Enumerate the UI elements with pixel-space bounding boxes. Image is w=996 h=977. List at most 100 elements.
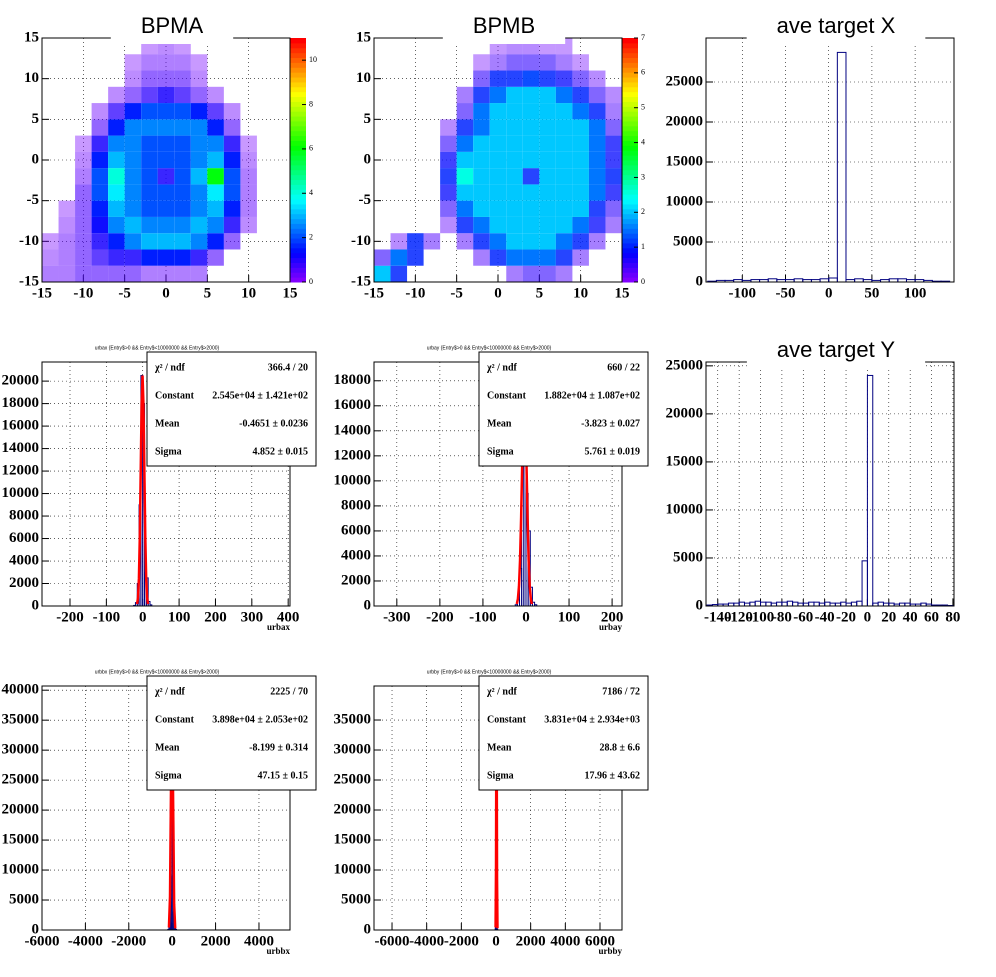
stats-label: Mean [487, 742, 512, 753]
heatmap-cell [407, 249, 424, 265]
colorbar-segment [290, 228, 306, 233]
colorbar-segment [622, 106, 638, 111]
x-tick-label: -100 [469, 609, 497, 625]
colorbar-segment [622, 194, 638, 199]
heatmap-cell [473, 217, 490, 233]
y-tick-label: 10000 [334, 861, 372, 877]
heatmap-cell [158, 54, 175, 70]
x-tick-label: -6000 [375, 933, 410, 949]
heatmap-cell [174, 71, 191, 87]
heatmap-cell [75, 266, 92, 282]
colorbar-segment [622, 145, 638, 150]
heatmap-cell [141, 249, 158, 265]
heatmap-cell [440, 168, 457, 184]
heatmap-cell [506, 217, 523, 233]
heatmap-cell [605, 103, 622, 119]
stats-label: Sigma [155, 770, 182, 781]
heatmap-cell [556, 217, 573, 233]
stats-value: -0.4651 ± 0.0236 [239, 418, 308, 429]
heatmap-cell [523, 71, 540, 87]
colorbar-segment [290, 43, 306, 48]
y-tick-label: 5000 [673, 549, 703, 565]
heatmap-cell [473, 54, 490, 70]
heatmap-cell [240, 201, 257, 217]
colorbar-segment [622, 248, 638, 253]
heatmap-cell [473, 152, 490, 168]
heatmap-cell [108, 152, 125, 168]
x-tick-label: -2000 [111, 933, 146, 949]
heatmap-cell [473, 103, 490, 119]
y-tick-label: 30000 [334, 741, 372, 757]
colorbar-segment [290, 97, 306, 102]
y-tick-label: 18000 [2, 395, 40, 411]
x-tick-label: -2000 [444, 933, 479, 949]
heatmap-cell [374, 266, 391, 282]
heatmap-cell [158, 266, 175, 282]
heatmap-cell [75, 233, 92, 249]
stats-value: 4.852 ± 0.015 [253, 446, 309, 457]
heatmap-cell [556, 184, 573, 200]
heatmap-cell [224, 184, 241, 200]
colorbar-segment [290, 175, 306, 180]
colorbar-segment [622, 92, 638, 97]
colorbar-tick-label: 7 [641, 33, 645, 42]
colorbar-segment [290, 155, 306, 160]
heatmap-cell [92, 136, 109, 152]
heatmap-cell [506, 233, 523, 249]
heatmap-cell [556, 87, 573, 103]
y-tick-label: 20000 [666, 113, 704, 129]
heatmap-cell [108, 87, 125, 103]
y-tick-label: 5 [364, 111, 372, 127]
heatmap-cell [158, 103, 175, 119]
colorbar-segment [290, 77, 306, 82]
heatmap-cell [391, 266, 408, 282]
colorbar-segment [622, 111, 638, 116]
colorbar-segment [622, 101, 638, 106]
heatmap-cell [191, 201, 208, 217]
heatmap-cell [75, 217, 92, 233]
y-tick-label: 10000 [666, 501, 704, 517]
x-tick-label: -100 [747, 609, 775, 625]
plot-background [706, 38, 954, 282]
y-tick-label: 5000 [9, 891, 39, 907]
x-tick-label: 15 [615, 285, 630, 301]
y-tick-label: 10 [24, 70, 39, 86]
colorbar-segment [622, 170, 638, 175]
heatmap-cell [523, 168, 540, 184]
heatmap-cell [108, 168, 125, 184]
heatmap-cell [158, 152, 175, 168]
colorbar-segment [622, 184, 638, 189]
stats-value: 1.882e+04 ± 1.087e+02 [544, 390, 640, 401]
heatmap-cell [490, 136, 507, 152]
heatmap-cell [440, 201, 457, 217]
heatmap-cell [605, 119, 622, 135]
heatmap-cell [75, 168, 92, 184]
heatmap-cell [191, 152, 208, 168]
x-tick-label: 0 [825, 285, 833, 301]
colorbar-segment [622, 77, 638, 82]
heatmap-cell [174, 54, 191, 70]
heatmap-cell [174, 249, 191, 265]
chart-title: ave target Y [777, 337, 896, 362]
colorbar-segment [290, 53, 306, 58]
heatmap-cell [556, 71, 573, 87]
chart-title: urbax {Entry$>0 && Entry$<10000000 && En… [95, 345, 220, 351]
heatmap-cell [490, 71, 507, 87]
stats-label: Sigma [487, 446, 514, 457]
heatmap-cell [207, 152, 224, 168]
heatmap-cell [556, 266, 573, 282]
heatmap-cell [158, 87, 175, 103]
stats-value: 2225 / 70 [270, 686, 308, 697]
colorbar-segment [290, 126, 306, 131]
colorbar-segment [290, 262, 306, 267]
y-tick-label: 20000 [334, 801, 372, 817]
heatmap-cell [523, 266, 540, 282]
heatmap-cell [391, 233, 408, 249]
x-tick-label: 2000 [516, 933, 546, 949]
chart-title: BPMB [473, 13, 535, 38]
stats-value: 7186 / 72 [602, 686, 640, 697]
colorbar-segment [290, 82, 306, 87]
y-tick-label: 0 [32, 151, 40, 167]
y-tick-label: 15 [24, 29, 39, 45]
